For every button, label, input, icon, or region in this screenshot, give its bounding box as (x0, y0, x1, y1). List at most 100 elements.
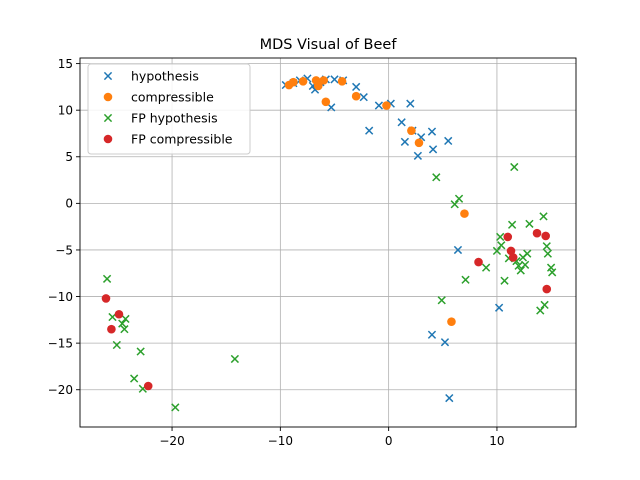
data-point (374, 101, 384, 110)
data-point (445, 393, 454, 403)
data-point (428, 145, 438, 154)
data-point (454, 194, 464, 203)
data-point (432, 173, 441, 182)
data-point (298, 76, 308, 86)
legend: hypothesis compressible FP hypothesis FP co… (87, 63, 251, 155)
data-point (102, 274, 112, 283)
data-point (171, 403, 180, 412)
data-point (481, 263, 491, 272)
legend-label: FP hypothesis (131, 111, 218, 126)
data-point (143, 381, 153, 391)
data-point (120, 325, 129, 334)
data-point (460, 209, 469, 218)
data-point (543, 249, 552, 258)
data-points (101, 74, 557, 412)
data-point (414, 138, 424, 148)
axes-frame (79, 57, 577, 428)
data-point (136, 347, 145, 356)
data-point (539, 212, 548, 221)
legend-item: FP hypothesis (103, 111, 218, 126)
data-point (510, 162, 519, 172)
data-point (112, 340, 121, 350)
data-point (508, 253, 518, 262)
data-point (413, 151, 423, 160)
data-point (101, 294, 111, 303)
data-point (289, 77, 298, 87)
data-point (330, 75, 339, 84)
data-point (525, 219, 534, 228)
x-tick-label: 10 (489, 434, 504, 448)
data-point (497, 241, 506, 250)
legend-item: compressible (103, 90, 214, 105)
x-tick-label: −10 (268, 434, 293, 448)
data-point (474, 257, 483, 267)
data-point (427, 127, 437, 136)
x-tick-label: −20 (159, 434, 184, 448)
data-point (427, 330, 437, 339)
data-point (548, 268, 557, 277)
legend-marker (103, 134, 113, 144)
data-point (450, 200, 459, 209)
data-point (400, 137, 410, 146)
axes: −20 −10 0 10 −20 −15 −10 −5 0 5 10 15 (48, 57, 577, 448)
data-point (397, 118, 406, 127)
series-fp-compressible (101, 228, 552, 391)
y-tick-label: 10 (58, 103, 73, 117)
data-point (453, 245, 463, 255)
data-point (337, 76, 347, 86)
data-point (382, 101, 391, 110)
y-tick-label: −5 (55, 243, 73, 257)
legend-label: hypothesis (131, 69, 199, 84)
data-point (130, 374, 139, 383)
legend-label: FP compressible (131, 132, 233, 147)
legend-box (87, 63, 251, 155)
data-point (437, 296, 446, 305)
data-point (507, 220, 517, 229)
y-tick-label: −15 (48, 336, 73, 350)
y-tick-label: 15 (58, 57, 73, 71)
data-point (540, 300, 549, 310)
x-tick-label: 0 (385, 434, 393, 448)
data-point (351, 91, 361, 101)
legend-marker (103, 71, 113, 81)
data-point (492, 246, 502, 256)
data-point (503, 232, 513, 242)
legend-marker (103, 113, 113, 123)
legend-item: FP compressible (103, 132, 233, 147)
data-point (500, 276, 509, 285)
legend-marker (103, 92, 113, 102)
data-point (114, 309, 124, 319)
data-point (520, 260, 530, 269)
data-point (352, 82, 361, 92)
data-point (407, 126, 416, 135)
legend-item: hypothesis (103, 69, 199, 84)
series-compressible (284, 76, 469, 327)
data-point (542, 242, 551, 251)
data-point (327, 103, 336, 112)
data-point (444, 136, 453, 146)
data-point (536, 306, 545, 315)
chart-title: MDS Visual of Beef (260, 37, 398, 53)
data-point (321, 97, 331, 107)
data-point (461, 275, 470, 284)
data-point (542, 284, 552, 294)
data-point (440, 338, 450, 347)
data-point (365, 126, 374, 135)
data-point (514, 261, 523, 270)
data-point (230, 354, 239, 364)
data-point (541, 231, 550, 241)
data-point (506, 246, 516, 256)
data-point (313, 81, 323, 91)
data-point (406, 99, 415, 108)
data-point (118, 319, 127, 328)
data-point (523, 249, 532, 258)
y-tick-label: 0 (65, 197, 73, 211)
data-point (121, 314, 130, 324)
data-point (447, 317, 456, 327)
data-point (359, 93, 368, 102)
y-tick-label: −10 (48, 290, 73, 304)
series-hypothesis (281, 74, 504, 403)
data-point (107, 324, 116, 334)
data-point (516, 266, 525, 275)
